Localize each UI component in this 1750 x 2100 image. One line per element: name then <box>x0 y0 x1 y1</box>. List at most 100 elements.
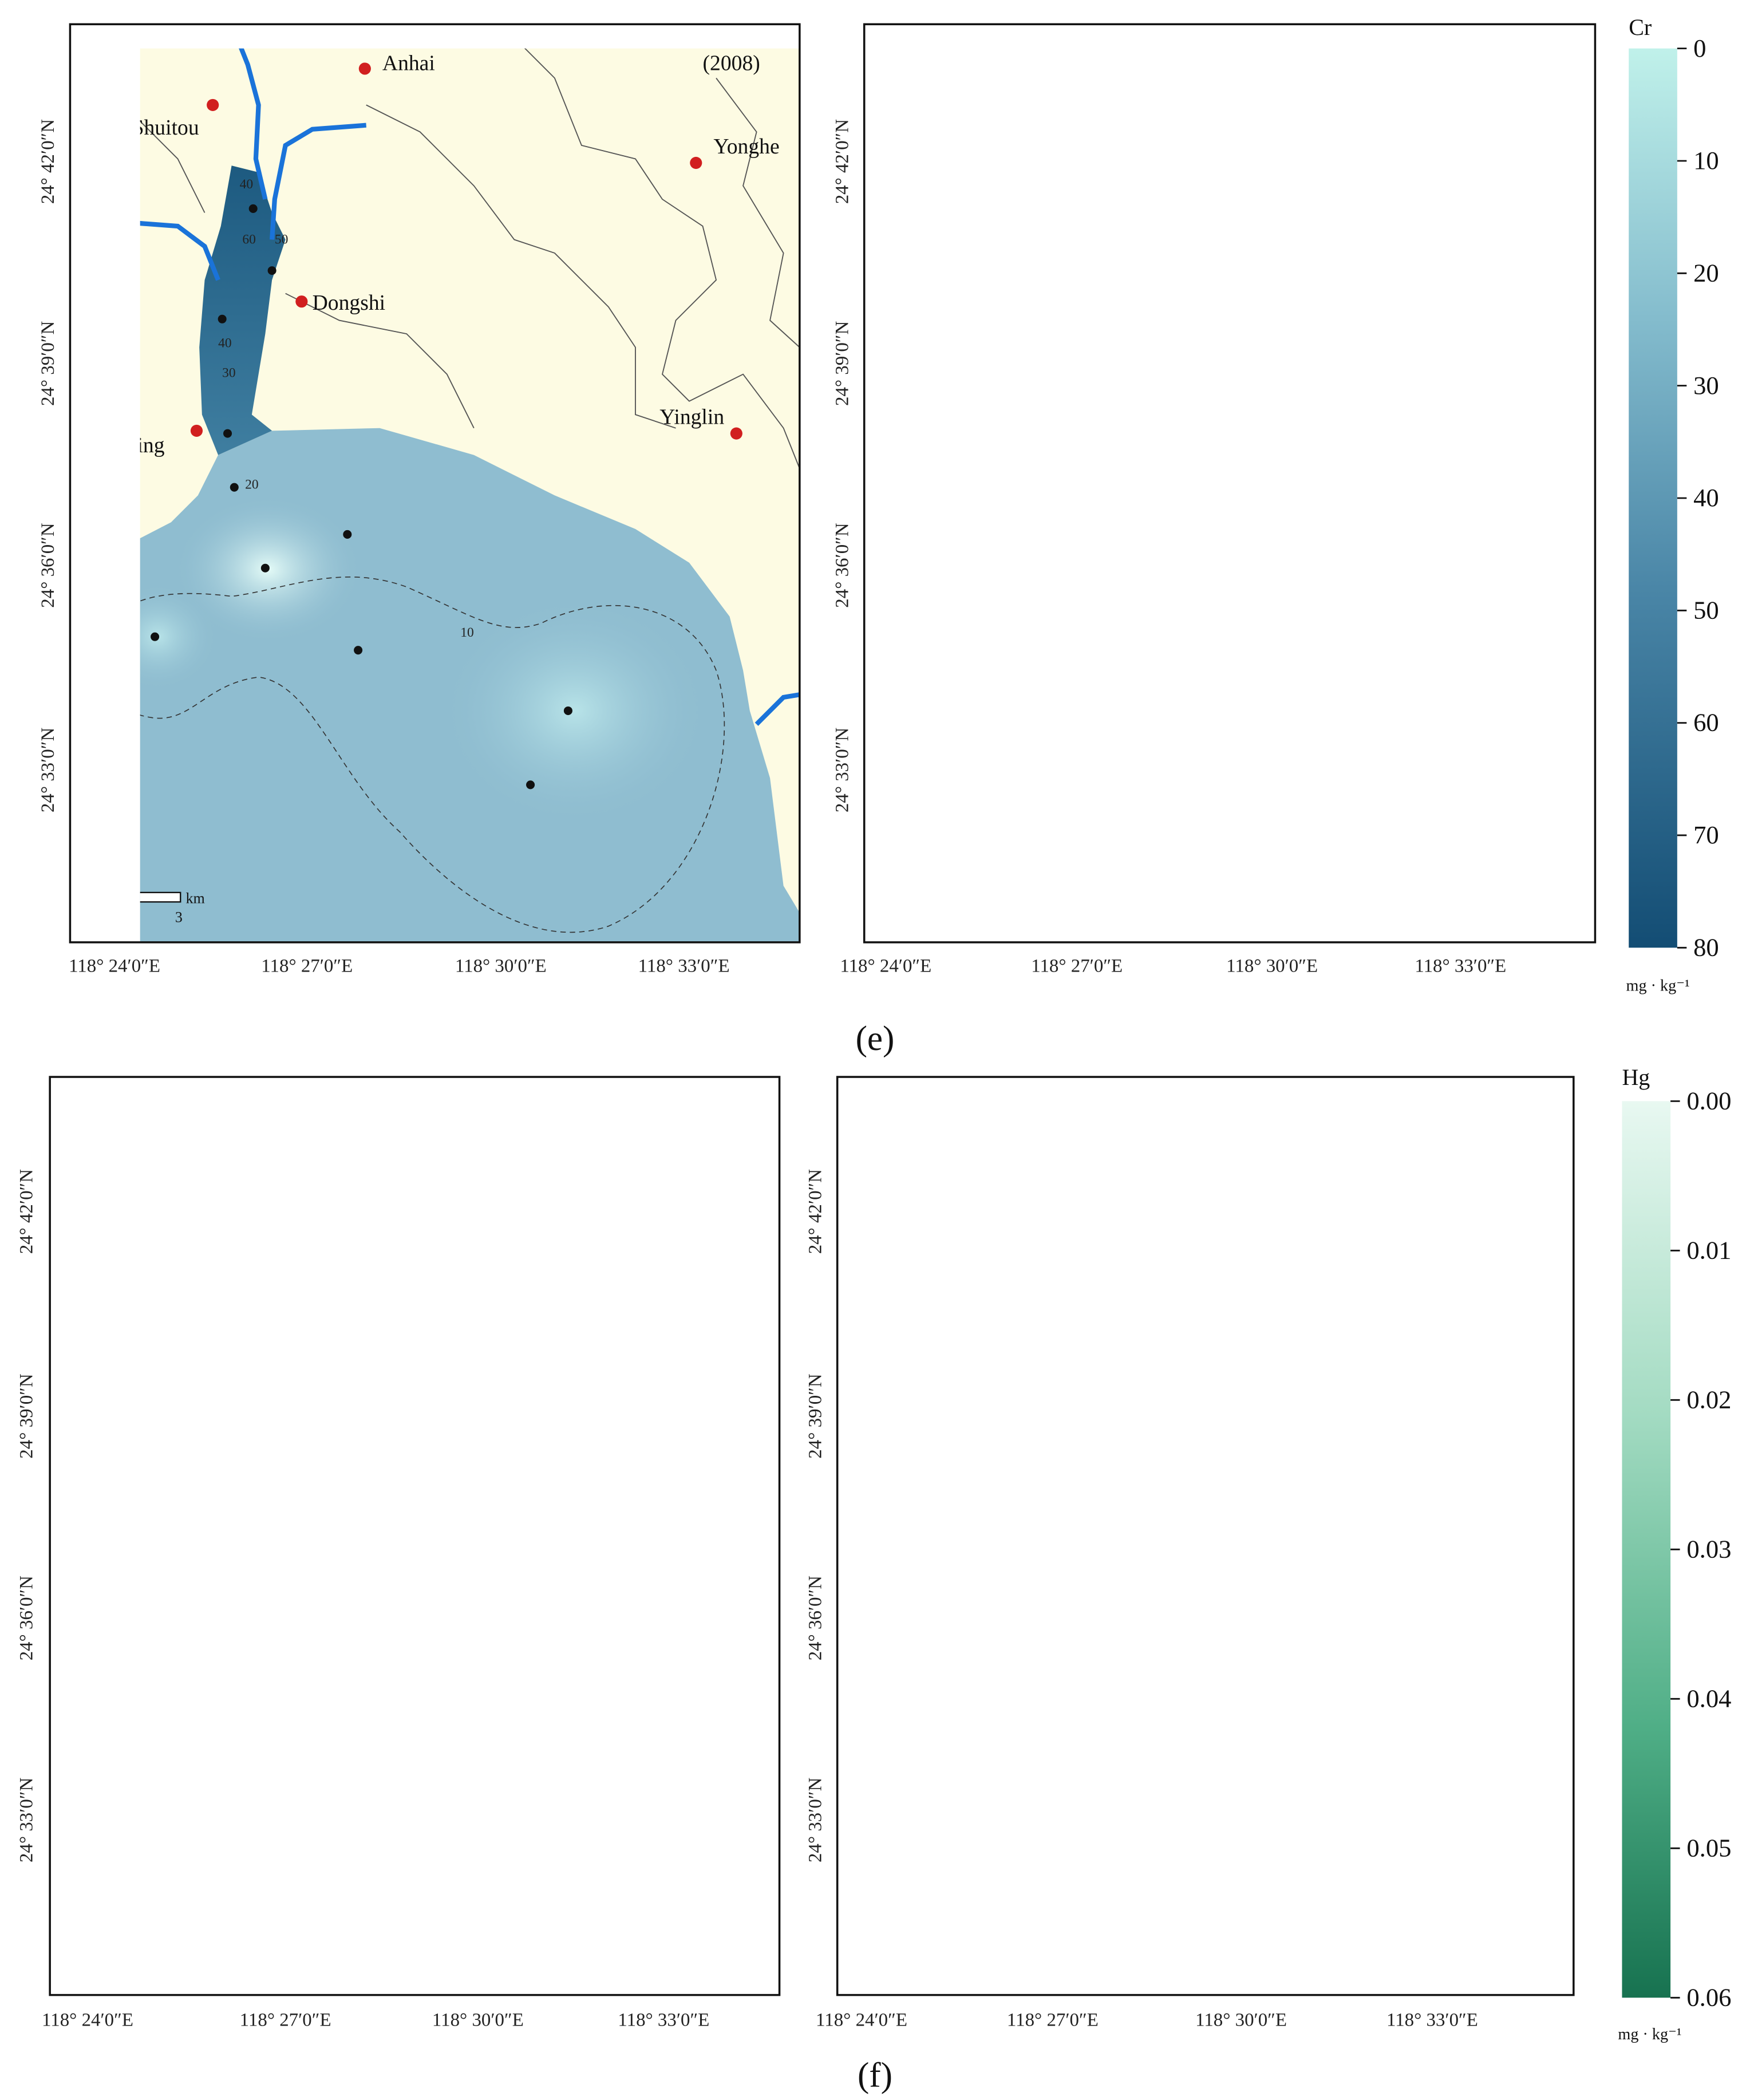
low-concentration-zone <box>1140 1723 1289 1898</box>
river <box>1551 686 1595 710</box>
contour-line <box>828 1636 968 1784</box>
low-concentration-zone <box>191 1575 299 1669</box>
colorbar-tick-label: 0.01 <box>1686 1235 1731 1264</box>
sea-area <box>864 428 1595 942</box>
contour-line <box>50 1505 453 1871</box>
high-concentration-zone <box>1046 1494 1154 1589</box>
sample-point <box>1109 1676 1117 1684</box>
svg-text:3: 3 <box>969 909 977 926</box>
place-label-shuitou: Shuitou <box>132 116 199 140</box>
colorbar-tick-label: 20 <box>1693 258 1719 287</box>
contour-label: 0.03 <box>972 1442 996 1457</box>
sea-gradient <box>864 431 1107 942</box>
land-area <box>838 1077 1574 1995</box>
sample-point <box>563 706 572 716</box>
year-label: (2017) <box>1497 51 1554 75</box>
place-marker-dongshi <box>1079 291 1091 303</box>
admin-boundary <box>891 38 999 213</box>
lon-label: 118° 30′0″E <box>455 956 547 977</box>
colorbar-tick-label: 0.00 <box>1686 1086 1731 1115</box>
island <box>66 1804 104 1827</box>
lat-label: 24° 33′0″N <box>805 1778 825 1863</box>
contour-label: 0.04 <box>252 1526 275 1541</box>
river <box>864 208 999 280</box>
lat-label: 24° 42′0″N <box>17 1169 37 1254</box>
svg-text:0: 0 <box>58 1961 65 1978</box>
svg-text:N: N <box>856 1094 874 1120</box>
sample-point <box>260 563 270 573</box>
lon-label: 118° 24′0″E <box>840 956 931 977</box>
sample-point <box>1117 485 1125 494</box>
lat-label: 24° 33′0″N <box>38 728 58 813</box>
lon-label: 118° 33′0″E <box>1386 2010 1478 2031</box>
contour-label: 0.05 <box>1315 1793 1338 1807</box>
admin-boundary <box>140 120 206 213</box>
lat-label: 24° 39′0″N <box>38 321 58 406</box>
place-marker-shijing <box>171 1476 183 1488</box>
svg-text:0: 0 <box>872 909 880 926</box>
svg-text:1.5: 1.5 <box>101 1961 120 1978</box>
admin-boundary <box>696 1131 780 1400</box>
sample-point <box>1364 733 1372 742</box>
high-concentration-zone <box>1046 421 1194 556</box>
admin-boundary <box>1160 105 1470 428</box>
place-label-shuitou: Shuitou <box>915 116 982 140</box>
colorbar-cr: Cr 0 10 20 30 40 50 60 70 80 mg · kg⁻¹ <box>1626 14 1719 994</box>
contour-label: 0.02 <box>867 1647 890 1662</box>
admin-boundary <box>524 48 800 469</box>
place-marker-shuitou <box>991 92 1004 104</box>
lat-label: 24° 33′0″N <box>17 1778 37 1863</box>
sample-point <box>1210 1803 1218 1812</box>
sample-point <box>1230 751 1239 760</box>
river <box>270 123 367 240</box>
place-label-shijing: Shijing <box>77 1470 139 1494</box>
svg-text:km: km <box>165 1943 184 1959</box>
sample-point <box>1020 1573 1029 1582</box>
panel-caption-f: (f) <box>858 2056 892 2094</box>
place-label-shuitou: Shuitou <box>902 1158 969 1182</box>
admin-boundary <box>285 293 475 429</box>
place-marker-anhai <box>339 1112 351 1124</box>
place-label-yinglin: Yinglin <box>659 405 724 429</box>
map-frame <box>49 1076 781 1996</box>
map-frame <box>69 23 801 944</box>
island <box>86 758 124 781</box>
contour-line <box>1012 287 1050 341</box>
year-label: (2017) <box>1475 1104 1532 1128</box>
lon-label: 118° 24′0″E <box>816 2010 907 2031</box>
colorbar-tick-label: 30 <box>1693 371 1719 400</box>
colorbar-title: Cr <box>1629 14 1652 40</box>
lon-label: 118° 27′0″E <box>1031 956 1123 977</box>
sample-point <box>911 660 920 668</box>
contour-label: 0.03 <box>232 1294 255 1309</box>
place-marker-shijing <box>954 1473 966 1485</box>
lon-label: 118° 30′0″E <box>1195 2010 1287 2031</box>
sample-point <box>230 483 239 492</box>
colorbar-tick-label: 80 <box>1693 933 1719 961</box>
place-marker-anhai <box>1125 1106 1137 1118</box>
contour-label: 10 <box>1015 645 1029 660</box>
north-arrow-icon: N <box>856 1094 883 1174</box>
svg-text:km: km <box>186 890 205 907</box>
admin-boundary <box>1309 38 1595 468</box>
scale-bar: 0 1.5 3 km <box>872 890 999 926</box>
lat-label: 24° 39′0″N <box>805 1373 825 1459</box>
contour-line <box>1037 514 1058 538</box>
place-marker-shuitou <box>187 1150 199 1162</box>
admin-boundary <box>1053 1346 1241 1481</box>
lon-label: 118° 33′0″E <box>638 956 730 977</box>
admin-boundary <box>77 1091 184 1266</box>
sample-points <box>128 1257 551 1841</box>
colorbar-gradient <box>1629 48 1677 948</box>
sample-points <box>151 204 572 790</box>
island <box>848 1797 886 1820</box>
sample-point <box>990 1486 999 1494</box>
contour-line <box>140 577 725 933</box>
lat-label: 24° 42′0″N <box>805 1169 825 1254</box>
place-label-yinglin: Yinglin <box>1435 1451 1500 1475</box>
svg-text:N: N <box>94 44 112 70</box>
place-label-anhai: Anhai <box>1170 51 1222 75</box>
river <box>1042 1174 1127 1252</box>
place-label-anhai: Anhai <box>1144 1104 1197 1128</box>
